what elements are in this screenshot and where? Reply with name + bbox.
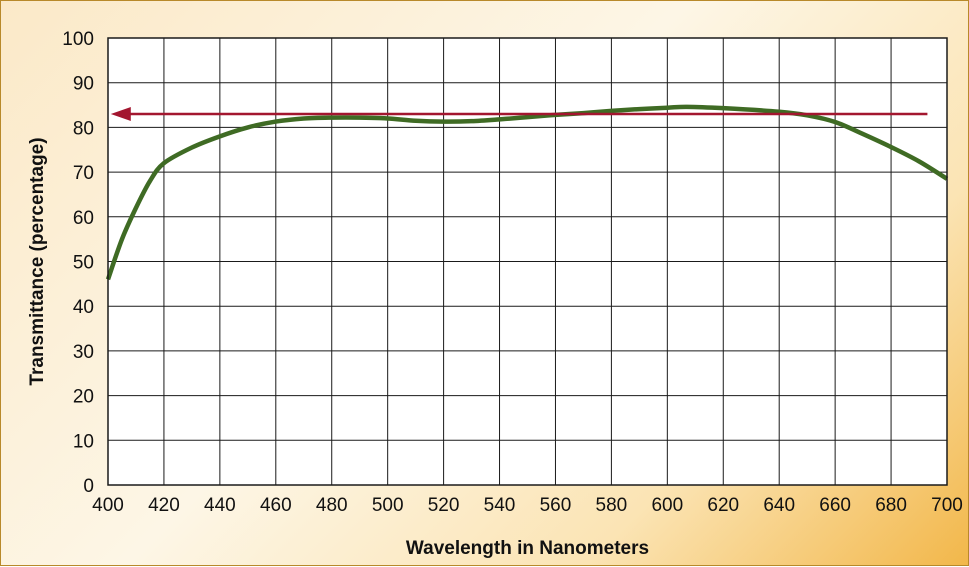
x-tick-label: 700 (931, 495, 963, 516)
x-tick-label: 620 (707, 495, 739, 516)
annotation-layer (110, 106, 928, 121)
x-tick-label: 520 (428, 495, 460, 516)
reference-arrow (110, 106, 928, 121)
reference-arrow-head (110, 106, 131, 121)
y-tick-label: 100 (62, 29, 94, 50)
plot-frame (107, 37, 948, 486)
y-axis-ticks: 0 10 20 30 40 50 60 70 80 90 100 (62, 29, 94, 497)
x-tick-label: 580 (596, 495, 628, 516)
y-tick-label: 80 (73, 118, 94, 139)
y-tick-label: 50 (73, 253, 94, 274)
y-axis-title: Transmittance (percentage) (27, 137, 48, 385)
y-tick-label: 90 (73, 74, 94, 95)
y-tick-label: 40 (73, 297, 94, 318)
y-tick-label: 30 (73, 342, 94, 363)
x-tick-label: 440 (204, 495, 236, 516)
x-tick-label: 680 (875, 495, 907, 516)
x-tick-label: 600 (651, 495, 683, 516)
x-tick-label: 640 (763, 495, 795, 516)
x-tick-label: 480 (316, 495, 348, 516)
y-tick-label: 60 (73, 208, 94, 229)
x-tick-label: 660 (819, 495, 851, 516)
x-tick-label: 560 (540, 495, 572, 516)
x-tick-label: 540 (484, 495, 516, 516)
y-tick-label: 10 (73, 431, 94, 452)
x-tick-label: 460 (260, 495, 292, 516)
y-tick-label: 0 (83, 476, 94, 497)
y-tick-label: 70 (73, 163, 94, 184)
x-axis-title: Wavelength in Nanometers (406, 538, 649, 559)
x-tick-label: 400 (92, 495, 124, 516)
x-axis-ticks: 400 420 440 460 480 500 520 540 560 580 600 620 640 6… (92, 495, 963, 516)
x-tick-label: 500 (372, 495, 404, 516)
y-tick-label: 20 (73, 387, 94, 408)
x-tick-label: 420 (148, 495, 180, 516)
grid (107, 37, 948, 486)
